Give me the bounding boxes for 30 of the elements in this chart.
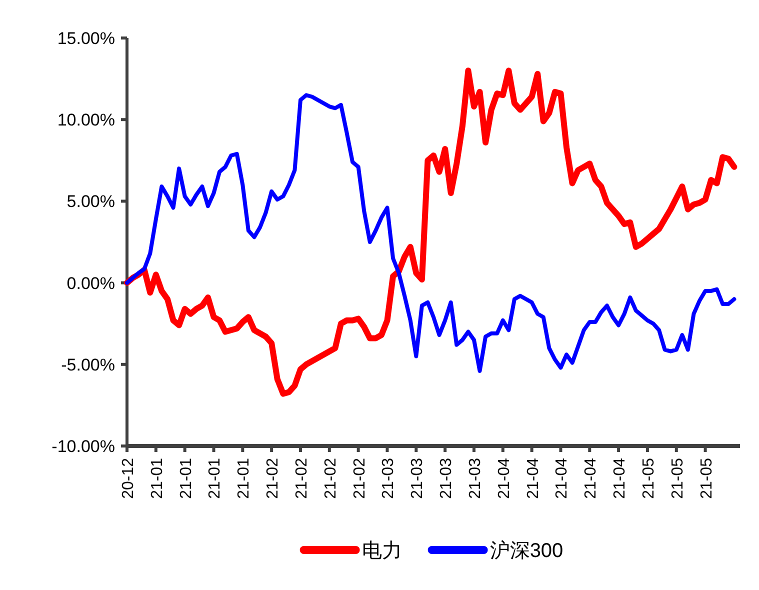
y-tick-label: 10.00% [57, 110, 115, 130]
x-tick-label: 21-01 [206, 458, 224, 499]
y-tick-label: 5.00% [66, 192, 115, 212]
y-tick-label: 0.00% [66, 274, 115, 293]
x-tick-label: 21-01 [178, 458, 195, 499]
x-tick-label: 21-04 [524, 458, 542, 499]
x-tick-label: 20-12 [120, 458, 137, 499]
x-tick-label: 21-05 [640, 458, 658, 499]
x-tick-label: 21-01 [236, 458, 253, 499]
x-tick-label: 21-05 [698, 458, 716, 499]
x-tick-label: 21-02 [351, 458, 368, 499]
x-tick-label: 21-02 [322, 458, 340, 499]
x-tick-label: 21-04 [554, 458, 571, 499]
x-tick-label: 21-03 [438, 458, 456, 499]
x-tick-label: 21-04 [612, 458, 629, 499]
x-tick-label: 21-05 [669, 458, 686, 499]
line-series [125, 93, 736, 373]
x-tick-label: 21-03 [409, 458, 426, 499]
x-tick-label: 21-04 [496, 458, 513, 499]
y-tick-label: -5.00% [61, 355, 115, 374]
x-tick-label: 21-02 [264, 458, 282, 499]
y-tick-label: 15.00% [57, 29, 115, 48]
legend-label: 沪深300 [490, 539, 564, 562]
legend-label: 电力 [362, 540, 402, 562]
y-tick-label: -10.00% [52, 437, 115, 456]
x-tick-label: 21-03 [380, 458, 398, 499]
x-tick-label: 21-03 [466, 458, 484, 499]
x-tick-label: 21-04 [582, 458, 600, 499]
x-tick-label: 21-01 [148, 458, 166, 499]
x-tick-label: 21-02 [293, 458, 310, 499]
